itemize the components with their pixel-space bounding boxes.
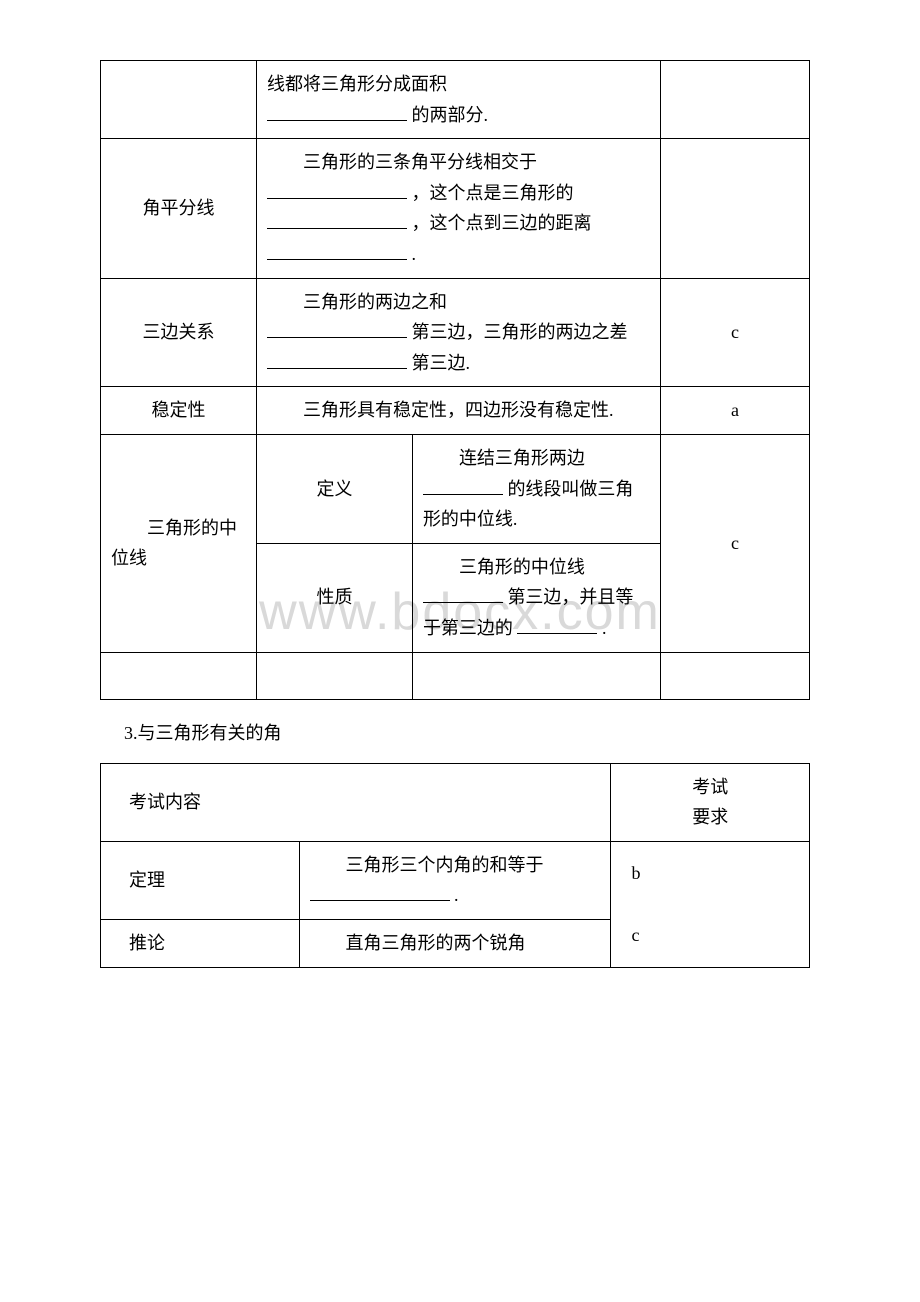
row2-col3 bbox=[661, 139, 810, 278]
row4-col2: 三角形具有稳定性，四边形没有稳定性. bbox=[256, 387, 660, 435]
row5-col1-text: 三角形的中位线 bbox=[111, 518, 237, 569]
blank-line bbox=[267, 180, 407, 199]
blank-line bbox=[517, 615, 597, 634]
t2-header1: 考试内容 bbox=[101, 763, 611, 841]
t2-row1-col1: 定理 bbox=[101, 841, 300, 919]
row3-col3: c bbox=[661, 278, 810, 387]
row6-prop-lead: 三角形的中位线 bbox=[459, 557, 585, 577]
t2-row2-col1: 推论 bbox=[101, 920, 300, 968]
empty-cell bbox=[412, 652, 660, 700]
table-row: 稳定性 三角形具有稳定性，四边形没有稳定性. a bbox=[101, 387, 810, 435]
row2-lead: 三角形的三条角平分线相交于 bbox=[303, 152, 537, 172]
row1-text-before: 线都将三角形分成面积 bbox=[267, 74, 447, 94]
section-heading: 3.与三角形有关的角 bbox=[100, 700, 810, 763]
row6-prop-tail: . bbox=[602, 618, 607, 638]
blank-line bbox=[310, 882, 450, 901]
t2-row1-col3: b c bbox=[611, 841, 810, 967]
blank-line bbox=[267, 210, 407, 229]
t2-row2-col1-text: 推论 bbox=[129, 933, 165, 953]
table-row: 定理 三角形三个内角的和等于 . b c bbox=[101, 841, 810, 919]
row3-col1: 三边关系 bbox=[101, 278, 257, 387]
t2-row1-col2: 三角形三个内角的和等于 . bbox=[299, 841, 611, 919]
t2-row2-col2: 直角三角形的两个锐角 bbox=[299, 920, 611, 968]
table-row: 三角形的中位线 定义 连结三角形两边 的线段叫做三角形的中位线. c bbox=[101, 434, 810, 543]
row5-col3: c bbox=[661, 434, 810, 652]
empty-cell bbox=[256, 652, 412, 700]
t2-header2: 考试 要求 bbox=[611, 763, 810, 841]
table-row: 线都将三角形分成面积 的两部分. bbox=[101, 61, 810, 139]
t2-header1-text: 考试内容 bbox=[129, 792, 201, 812]
blank-line bbox=[267, 241, 407, 260]
row3-col2: 三角形的两边之和 第三边，三角形的两边之差 第三边. bbox=[256, 278, 660, 387]
empty-cell bbox=[661, 652, 810, 700]
t2-row1-col2-tail: . bbox=[454, 885, 459, 905]
blank-line bbox=[423, 584, 503, 603]
row4-col1: 稳定性 bbox=[101, 387, 257, 435]
t2-header2b: 要求 bbox=[692, 807, 728, 827]
row2-mid1: ，这个点是三角形的 bbox=[411, 183, 573, 203]
table-row: 角平分线 三角形的三条角平分线相交于 ，这个点是三角形的 ，这个点到三边的距离 … bbox=[101, 139, 810, 278]
row1-col2: 线都将三角形分成面积 的两部分. bbox=[256, 61, 660, 139]
row1-col3 bbox=[661, 61, 810, 139]
row6-prop-text: 三角形的中位线 第三边，并且等于第三边的 . bbox=[412, 543, 660, 652]
table-row: 三边关系 三角形的两边之和 第三边，三角形的两边之差 第三边. c bbox=[101, 278, 810, 387]
table-header-row: 考试内容 考试 要求 bbox=[101, 763, 810, 841]
row2-tail: . bbox=[411, 244, 416, 264]
row5-defn-text: 连结三角形两边 的线段叫做三角形的中位线. bbox=[412, 434, 660, 543]
row3-mid1: 第三边，三角形的两边之差 bbox=[411, 322, 627, 342]
triangle-angles-table: 考试内容 考试 要求 定理 三角形三个内角的和等于 . b c bbox=[100, 763, 810, 968]
row5-defn-lead: 连结三角形两边 bbox=[459, 448, 585, 468]
row4-col3: a bbox=[661, 387, 810, 435]
blank-line bbox=[267, 350, 407, 369]
page-content: 线都将三角形分成面积 的两部分. 角平分线 三角形的三条角平分线相交于 ，这个点… bbox=[0, 0, 920, 1028]
row4-text: 三角形具有稳定性，四边形没有稳定性. bbox=[303, 400, 614, 420]
t2-row1-col3b: c bbox=[631, 925, 639, 945]
empty-cell bbox=[101, 652, 257, 700]
row2-col2: 三角形的三条角平分线相交于 ，这个点是三角形的 ，这个点到三边的距离 . bbox=[256, 139, 660, 278]
blank-line bbox=[423, 476, 503, 495]
t2-row1-col3a: b bbox=[631, 863, 640, 883]
row3-lead: 三角形的两边之和 bbox=[303, 292, 447, 312]
row6-prop-label: 性质 bbox=[256, 543, 412, 652]
t2-row2-col2-text: 直角三角形的两个锐角 bbox=[346, 933, 526, 953]
t2-row1-col1-text: 定理 bbox=[129, 870, 165, 890]
row5-col1: 三角形的中位线 bbox=[101, 434, 257, 652]
row3-tail: 第三边. bbox=[411, 353, 470, 373]
row5-defn-label: 定义 bbox=[256, 434, 412, 543]
row1-text-after: 的两部分. bbox=[411, 105, 488, 125]
t2-row1-col2-lead: 三角形三个内角的和等于 bbox=[346, 855, 544, 875]
row2-mid2: ，这个点到三边的距离 bbox=[411, 213, 591, 233]
t2-header2a: 考试 bbox=[692, 777, 728, 797]
blank-line bbox=[267, 319, 407, 338]
row1-col1 bbox=[101, 61, 257, 139]
table-row bbox=[101, 652, 810, 700]
blank-line bbox=[267, 102, 407, 121]
row2-col1: 角平分线 bbox=[101, 139, 257, 278]
triangle-properties-table: 线都将三角形分成面积 的两部分. 角平分线 三角形的三条角平分线相交于 ，这个点… bbox=[100, 60, 810, 700]
